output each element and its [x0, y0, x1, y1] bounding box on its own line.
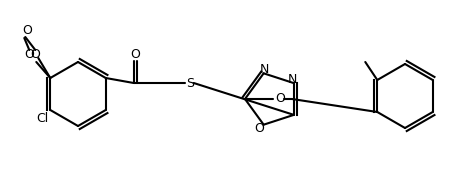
Text: O: O: [24, 48, 34, 61]
Text: O: O: [22, 23, 32, 36]
Text: O: O: [30, 48, 40, 61]
Text: N: N: [287, 73, 297, 86]
Text: O: O: [274, 92, 284, 105]
Text: O: O: [129, 48, 140, 61]
Text: O: O: [254, 122, 264, 135]
Text: S: S: [185, 77, 193, 90]
Text: Cl: Cl: [36, 112, 48, 125]
Text: N: N: [259, 63, 269, 76]
